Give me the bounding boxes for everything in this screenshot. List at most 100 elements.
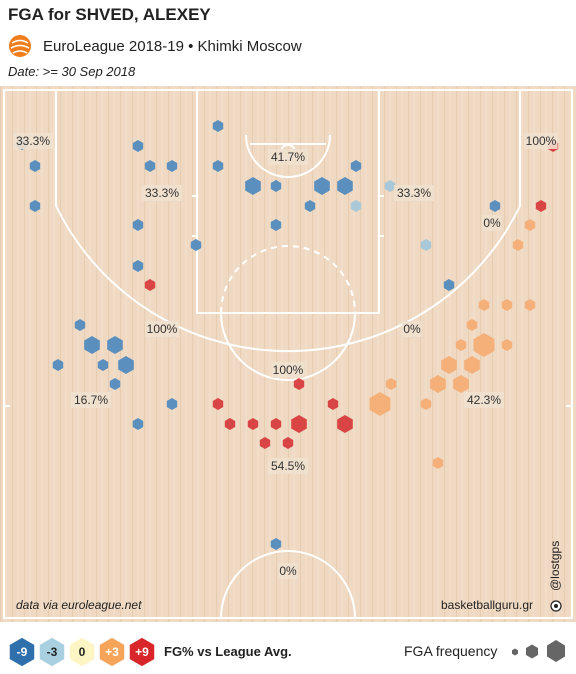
zone-label: 100% (271, 362, 305, 378)
euroleague-logo-icon (9, 35, 31, 57)
data-source-text: data via euroleague.net (16, 598, 142, 612)
shot-hex (304, 200, 316, 212)
shot-hex (144, 160, 156, 172)
shot-hex (350, 200, 362, 212)
svg-text:33.3%: 33.3% (16, 134, 50, 148)
shot-hex (282, 437, 294, 449)
shot-hex (245, 177, 261, 195)
shot-hex (443, 279, 455, 291)
shot-hex (384, 180, 396, 192)
shot-hex (270, 418, 282, 430)
shot-hex (337, 177, 353, 195)
shot-hex (430, 375, 446, 393)
zone-label: 16.7% (71, 392, 111, 408)
shot-hex (144, 279, 156, 291)
svg-text:0%: 0% (403, 322, 421, 336)
shot-hex (107, 336, 123, 354)
svg-text:0%: 0% (483, 216, 501, 230)
zone-label: 54.5% (268, 458, 308, 474)
svg-text:54.5%: 54.5% (271, 459, 305, 473)
shot-hex (74, 319, 86, 331)
shot-hex (52, 359, 64, 371)
svg-text:-3: -3 (47, 645, 58, 659)
shot-hex (314, 177, 330, 195)
shot-hex (190, 239, 202, 251)
shot-hex (132, 418, 144, 430)
legend-step: +3 (98, 636, 126, 668)
shot-hex (432, 457, 444, 469)
zone-label: 33.3% (13, 133, 53, 149)
shot-hex (132, 219, 144, 231)
shot-hex (166, 398, 178, 410)
color-legend: -9 -3 0 +3 +9 (8, 636, 156, 668)
zone-label: 33.3% (394, 185, 434, 201)
shot-hex (350, 160, 362, 172)
shot-hex (212, 120, 224, 132)
shot-hex (337, 415, 353, 433)
svg-text:42.3%: 42.3% (467, 393, 501, 407)
svg-text:+9: +9 (135, 645, 149, 659)
shot-hex (291, 415, 307, 433)
shot-hex (212, 160, 224, 172)
date-filter: Date: >= 30 Sep 2018 (8, 64, 136, 79)
author-logo-icon (550, 600, 562, 612)
shot-hex (420, 398, 432, 410)
zone-label: 42.3% (464, 392, 504, 408)
svg-text:33.3%: 33.3% (145, 186, 179, 200)
shot-hex (512, 239, 524, 251)
shot-hex (212, 398, 224, 410)
shot-hex (473, 333, 495, 357)
shot-hex (327, 398, 339, 410)
shot-hex (524, 219, 536, 231)
shot-hex (166, 160, 178, 172)
shot-hex (501, 339, 513, 351)
svg-text:100%: 100% (273, 363, 304, 377)
chart-title: FGA for SHVED, ALEXEY (8, 5, 211, 24)
legend: -9 -3 0 +3 +9 FG% vs League Avg. FGA frequen… (0, 632, 576, 672)
shot-hex (464, 356, 480, 374)
shot-hex (259, 437, 271, 449)
shot-hex (524, 299, 536, 311)
shot-hex (29, 160, 41, 172)
zone-label: 0% (482, 215, 502, 231)
shot-hex (369, 392, 391, 416)
shot-hex (453, 375, 469, 393)
shot-hex (466, 319, 478, 331)
shot-hex (270, 180, 282, 192)
svg-text:0: 0 (79, 645, 86, 659)
shot-hex (118, 356, 134, 374)
legend-title: FG% vs League Avg. (164, 644, 292, 659)
svg-text:0%: 0% (279, 564, 297, 578)
svg-text:100%: 100% (147, 322, 178, 336)
court-floor (0, 86, 576, 622)
shot-chart: 33.3% 41.7% 100% 33.3% 33.3% 0% 100% 0% 100% 16.7… (0, 86, 576, 622)
shot-hex (385, 378, 397, 390)
shot-hex (270, 219, 282, 231)
legend-step: +9 (128, 636, 156, 668)
shot-hex (29, 200, 41, 212)
shot-hex (84, 336, 100, 354)
zone-label: 100% (524, 133, 558, 149)
svg-text:100%: 100% (526, 134, 557, 148)
svg-text:-9: -9 (17, 645, 28, 659)
shot-hex (455, 339, 467, 351)
svg-text:33.3%: 33.3% (397, 186, 431, 200)
shot-hex (489, 200, 501, 212)
zone-label: 0% (402, 321, 422, 337)
zone-label: 41.7% (268, 149, 308, 165)
shot-hex (224, 418, 236, 430)
site-credit-text: basketballguru.gr (441, 598, 533, 612)
zone-labels: 33.3% 41.7% 100% 33.3% 33.3% 0% 100% 0% 100% 16.7… (13, 133, 558, 579)
shot-hex (478, 299, 490, 311)
shot-hex (109, 378, 121, 390)
frequency-legend (512, 640, 565, 662)
league-info: EuroLeague 2018-19 • Khimki Moscow (8, 34, 302, 58)
zone-label: 0% (278, 563, 298, 579)
legend-step: -3 (38, 636, 66, 668)
shot-hexes (16, 120, 559, 550)
shot-hex (270, 538, 282, 550)
shot-hex (97, 359, 109, 371)
shot-hex (132, 140, 144, 152)
shot-hex (441, 356, 457, 374)
svg-text:16.7%: 16.7% (74, 393, 108, 407)
